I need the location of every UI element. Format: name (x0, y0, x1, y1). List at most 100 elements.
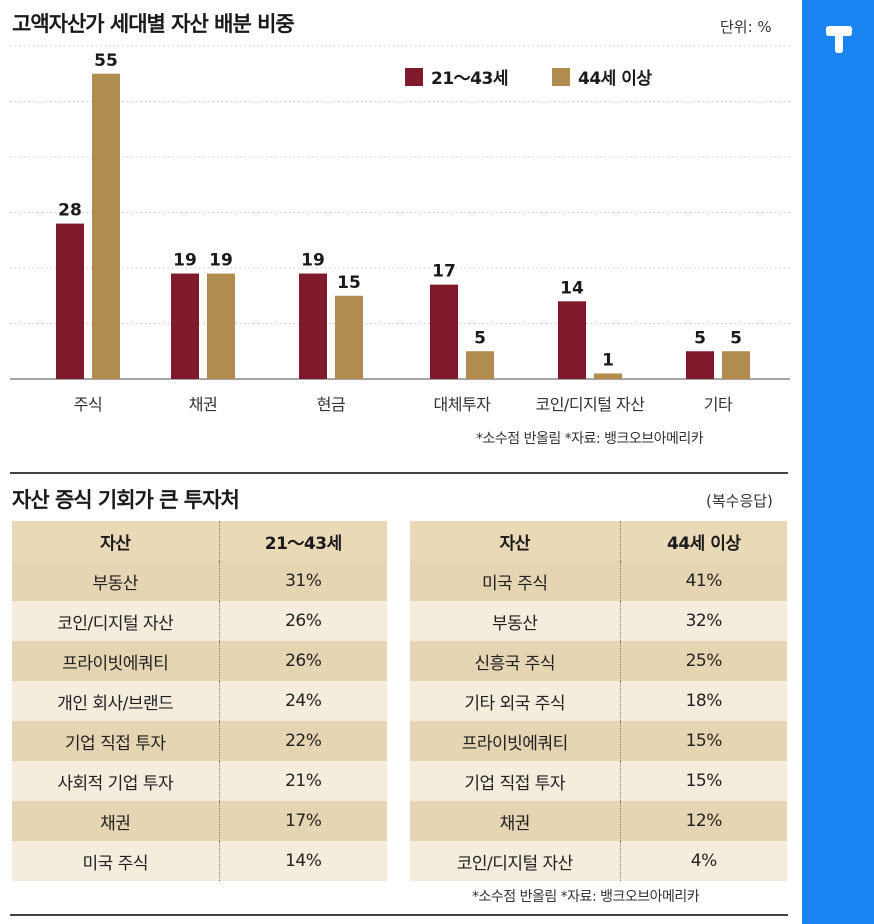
table-subtitle: (복수응답) (706, 492, 773, 510)
bar-old (92, 73, 120, 379)
asset-cell: 기업 직접 투자 (410, 761, 621, 801)
percent-cell: 4% (620, 841, 787, 881)
chart-title: 고액자산가 세대별 자산 배분 비중 (12, 12, 295, 36)
asset-cell: 사회적 기업 투자 (12, 761, 220, 801)
asset-cell: 신흥국 주식 (410, 641, 621, 681)
asset-cell: 부동산 (12, 561, 220, 601)
category-label: 코인/디지털 자산 (535, 395, 645, 414)
table-row: 부동산 31% (12, 561, 387, 601)
data-label: 5 (730, 328, 742, 348)
asset-cell: 미국 주식 (12, 841, 220, 881)
bar-old (207, 273, 235, 379)
category-label: 주식 (74, 395, 102, 414)
legend-old-label: 44세 이상 (578, 69, 652, 89)
legend-old-swatch (552, 68, 570, 86)
category-label: 현금 (317, 395, 345, 414)
left-header-asset: 자산 (12, 521, 220, 561)
bar-young (56, 223, 84, 379)
bar-young (686, 351, 714, 379)
data-label: 19 (173, 251, 197, 271)
table-row: 기타 외국 주식 18% (410, 681, 787, 721)
table-row: 채권 17% (12, 801, 387, 841)
asset-cell: 프라이빗에쿼티 (12, 641, 220, 681)
table-row: 코인/디지털 자산 4% (410, 841, 787, 881)
table-row: 미국 주식 41% (410, 561, 787, 601)
section-divider (10, 472, 788, 474)
table-source-note: *소수점 반올림 *자료: 뱅크오브아메리카 (472, 889, 700, 905)
bar-old (722, 351, 750, 379)
bar-old (594, 373, 622, 379)
asset-cell: 부동산 (410, 601, 621, 641)
percent-cell: 15% (620, 721, 787, 761)
t-logo-icon (826, 26, 852, 53)
table-row: 기업 직접 투자 22% (12, 721, 387, 761)
asset-cell: 기업 직접 투자 (12, 721, 220, 761)
left-header-age: 21～43세 (219, 521, 387, 561)
table-row: 개인 회사/브랜드 24% (12, 681, 387, 721)
data-label: 14 (560, 278, 584, 298)
table-row: 프라이빗에쿼티 15% (410, 721, 787, 761)
percent-cell: 32% (620, 601, 787, 641)
table-row: 사회적 기업 투자 21% (12, 761, 387, 801)
left-table: 자산 21～43세 부동산 31% 코인/디지털 자산 26% 프라이빗에쿼티 26% 개인… (12, 521, 387, 881)
percent-cell: 14% (219, 841, 387, 881)
data-label: 15 (337, 273, 361, 293)
right-header-asset: 자산 (410, 521, 621, 561)
category-label: 채권 (189, 395, 217, 414)
data-label: 1 (602, 350, 614, 370)
percent-cell: 15% (620, 761, 787, 801)
asset-cell: 코인/디지털 자산 (12, 601, 220, 641)
asset-cell: 채권 (410, 801, 621, 841)
percent-cell: 26% (219, 601, 387, 641)
asset-cell: 코인/디지털 자산 (410, 841, 621, 881)
data-label: 28 (58, 201, 82, 221)
data-label: 5 (474, 328, 486, 348)
asset-cell: 미국 주식 (410, 561, 621, 601)
percent-cell: 25% (620, 641, 787, 681)
category-label: 기타 (704, 395, 733, 414)
data-label: 17 (432, 262, 456, 282)
bar-young (299, 273, 327, 379)
percent-cell: 17% (219, 801, 387, 841)
side-panel (802, 0, 874, 924)
infographic: 고액자산가 세대별 자산 배분 비중 단위: % 28 55 주식 19 19 채권 19 1… (10, 12, 790, 916)
bar-young (171, 273, 199, 379)
table-title: 자산 증식 기회가 큰 투자처 (12, 488, 240, 512)
asset-cell: 개인 회사/브랜드 (12, 681, 220, 721)
percent-cell: 24% (219, 681, 387, 721)
table-row: 신흥국 주식 25% (410, 641, 787, 681)
table-row: 채권 12% (410, 801, 787, 841)
data-label: 19 (301, 251, 325, 271)
table-row: 미국 주식 14% (12, 841, 387, 881)
table-row: 프라이빗에쿼티 26% (12, 641, 387, 681)
percent-cell: 31% (219, 561, 387, 601)
data-label: 19 (209, 251, 233, 271)
legend-young-swatch (405, 68, 423, 86)
table-row: 부동산 32% (410, 601, 787, 641)
right-header-age: 44세 이상 (620, 521, 787, 561)
asset-cell: 기타 외국 주식 (410, 681, 621, 721)
percent-cell: 12% (620, 801, 787, 841)
percent-cell: 18% (620, 681, 787, 721)
chart-source-note: *소수점 반올림 *자료: 뱅크오브아메리카 (476, 431, 704, 447)
bottom-divider (10, 914, 788, 916)
data-label: 55 (94, 51, 118, 71)
percent-cell: 41% (620, 561, 787, 601)
bar-old (335, 295, 363, 379)
asset-cell: 채권 (12, 801, 220, 841)
table-row: 코인/디지털 자산 26% (12, 601, 387, 641)
legend-young-label: 21～43세 (431, 69, 508, 89)
data-label: 5 (694, 328, 706, 348)
bar-old (466, 351, 494, 379)
table-row: 기업 직접 투자 15% (410, 761, 787, 801)
percent-cell: 22% (219, 721, 387, 761)
unit-label: 단위: % (720, 18, 772, 36)
asset-cell: 프라이빗에쿼티 (410, 721, 621, 761)
percent-cell: 21% (219, 761, 387, 801)
bar-young (430, 284, 458, 379)
percent-cell: 26% (219, 641, 387, 681)
category-label: 대체투자 (434, 395, 492, 414)
bar-young (558, 301, 586, 379)
right-table: 자산 44세 이상 미국 주식 41% 부동산 32% 신흥국 주식 25% 기타 외국 주… (410, 521, 787, 881)
